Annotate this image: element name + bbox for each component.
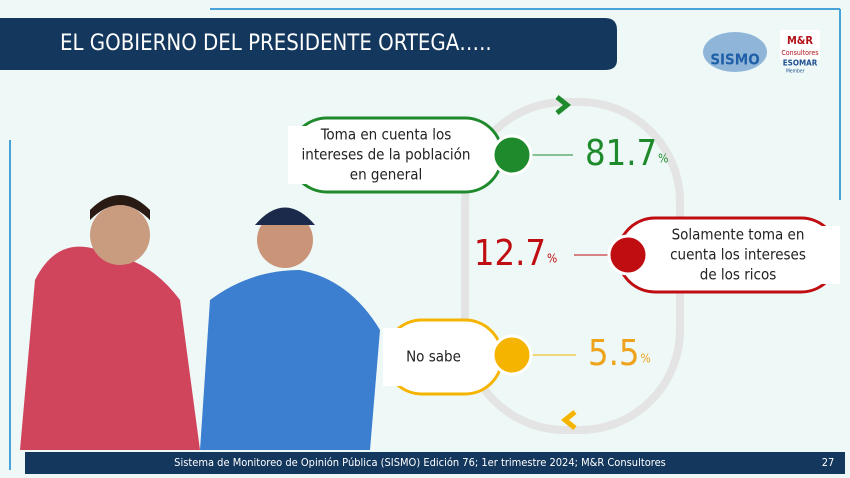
footer-bar: [25, 452, 845, 474]
head: [257, 212, 313, 268]
value: 5.5: [588, 333, 640, 374]
pill-cover: [288, 126, 472, 184]
sismo-logo: SISMO: [703, 32, 767, 72]
footer-source: Sistema de Monitoreo de Opinión Pública …: [174, 456, 666, 469]
logo-text: ESOMAR: [783, 59, 818, 68]
item-label: Solamente toma en: [672, 226, 805, 244]
arrow: [560, 410, 577, 430]
item-label: de los ricos: [700, 266, 776, 284]
value: 12.7: [474, 233, 546, 274]
arrow: [555, 95, 572, 115]
item-label: en general: [350, 166, 422, 184]
mr-logo: M&R Consultores ESOMAR Member: [780, 30, 820, 75]
item-label: cuenta los intereses: [670, 246, 806, 264]
logo-text: M&R: [787, 34, 813, 47]
logo-text: SISMO: [710, 51, 759, 69]
person-woman: [20, 246, 200, 450]
title: EL GOBIERNO DEL PRESIDENTE ORTEGA…..: [60, 31, 492, 56]
hair: [90, 195, 150, 220]
item-label: intereses de la población: [302, 146, 471, 164]
item-label: Toma en cuenta los: [320, 126, 452, 144]
logo-box: [780, 30, 820, 60]
logo-text: Consultores: [781, 49, 818, 57]
page-number: 27: [822, 456, 835, 469]
pill-cover: [383, 328, 472, 386]
title-banner: [0, 18, 617, 70]
head: [90, 205, 150, 265]
photo: [20, 195, 380, 450]
dot: [607, 234, 649, 276]
dot: [491, 334, 533, 376]
unit: %: [547, 252, 557, 266]
unit: %: [641, 352, 651, 366]
dot: [491, 134, 533, 176]
cap: [255, 207, 315, 225]
unit: %: [658, 152, 668, 166]
logo-shape: [703, 32, 767, 72]
logo-text: Member: [786, 69, 805, 75]
person-man: [200, 270, 380, 450]
value: 81.7: [585, 133, 657, 174]
item-label: No sabe: [406, 348, 461, 366]
pill-cover: [648, 226, 840, 284]
